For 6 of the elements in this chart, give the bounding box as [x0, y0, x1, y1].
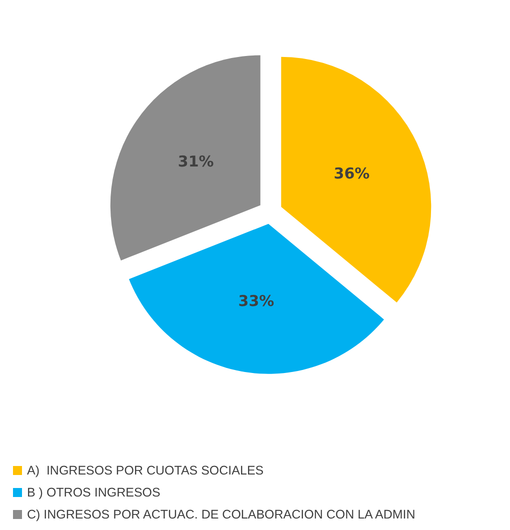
legend-label: C) INGRESOS POR ACTUAC. DE COLABORACION CON LA ADMIN	[27, 508, 416, 522]
data-label: 36%	[334, 164, 370, 183]
data-label: 33%	[238, 292, 274, 310]
legend-label: A) INGRESOS POR CUOTAS SOCIALES	[27, 464, 264, 478]
legend-label: B ) OTROS INGRESOS	[27, 486, 160, 500]
data-label: 31%	[178, 152, 214, 170]
